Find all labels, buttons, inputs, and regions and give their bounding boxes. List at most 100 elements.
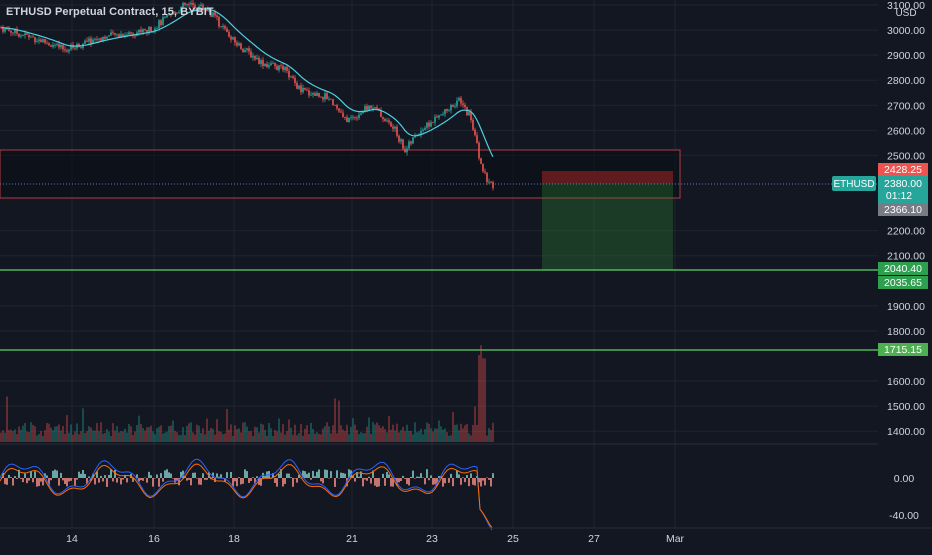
volume-bar: [92, 431, 94, 442]
candle-body: [234, 37, 236, 42]
price-tick-label: 2900.00: [887, 50, 925, 62]
volume-bar: [84, 433, 86, 442]
candle-body: [188, 4, 190, 5]
volume-bar: [450, 435, 452, 442]
volume-bar: [296, 435, 298, 442]
oscillator-bar: [68, 478, 70, 482]
volume-bar: [378, 425, 380, 442]
candle-body: [236, 43, 238, 46]
volume-bar: [400, 430, 402, 442]
oscillator-bar: [204, 478, 206, 480]
candle-body: [296, 83, 298, 89]
time-tick-label: 18: [228, 533, 240, 545]
candle-body: [228, 32, 230, 37]
volume-bar: [244, 422, 246, 442]
volume-bar: [42, 436, 44, 442]
candle-body: [264, 64, 266, 66]
price-tick-label: 2700.00: [887, 100, 925, 112]
candle-body: [424, 128, 426, 130]
volume-bar: [202, 428, 204, 442]
volume-bar: [72, 435, 74, 442]
candle-body: [46, 43, 48, 44]
volume-bar: [402, 427, 404, 442]
volume-bar: [264, 430, 266, 442]
volume-bar: [102, 434, 104, 442]
volume-bar: [282, 424, 284, 442]
volume-bar: [164, 433, 166, 442]
oscillator-bar: [256, 476, 258, 478]
volume-bar: [174, 431, 176, 442]
volume-bar: [208, 431, 210, 442]
oscillator-bar: [244, 469, 246, 478]
volume-bar: [480, 345, 482, 442]
volume-bar: [122, 431, 124, 442]
volume-bar: [88, 426, 90, 442]
candle-body: [398, 136, 400, 142]
volume-bar: [172, 420, 174, 442]
candle-body: [308, 90, 310, 95]
volume-bar: [484, 358, 486, 442]
oscillator-bar: [26, 478, 28, 483]
candle-body: [382, 117, 384, 119]
time-tick-label: 14: [66, 533, 78, 545]
volume-bar: [144, 431, 146, 442]
candle-body: [20, 35, 22, 36]
stop-price-label: 2428.25: [884, 164, 922, 176]
candle-body: [488, 182, 490, 183]
volume-bar: [294, 425, 296, 442]
oscillator-bar: [292, 478, 294, 487]
candle-body: [368, 106, 370, 110]
candle-body: [312, 93, 314, 94]
candle-body: [332, 99, 334, 105]
oscillator-bar: [190, 478, 192, 485]
oscillator-bar: [188, 478, 190, 480]
oscillator-bar: [360, 471, 362, 478]
oscillator-bar: [102, 478, 104, 481]
candle-body: [64, 49, 66, 50]
candle-body: [482, 164, 484, 171]
candle-body: [38, 40, 40, 42]
time-tick-label: 27: [588, 533, 600, 545]
oscillator-bar: [474, 478, 476, 486]
candle-body: [214, 12, 216, 15]
volume-bar: [344, 431, 346, 442]
candle-body: [108, 35, 110, 36]
volume-bar: [462, 428, 464, 442]
volume-bar: [354, 425, 356, 442]
candle-body: [66, 50, 68, 51]
volume-bar: [408, 431, 410, 442]
price-tick-label: 1600.00: [887, 376, 925, 388]
volume-bar: [242, 423, 244, 442]
volume-bar: [128, 424, 130, 442]
volume-bar: [478, 355, 480, 442]
volume-bar: [452, 412, 454, 442]
oscillator-bar: [366, 478, 368, 481]
price-tick-label: 1900.00: [887, 301, 925, 313]
volume-bar: [348, 434, 350, 442]
volume-bar: [342, 430, 344, 442]
volume-bar: [320, 434, 322, 442]
candle-body: [358, 115, 360, 118]
stop-zone[interactable]: [542, 171, 673, 184]
oscillator-bar: [162, 478, 164, 482]
target-zone[interactable]: [542, 184, 673, 270]
oscillator-bar: [464, 478, 466, 482]
cursor-price-label: 2366.10: [884, 204, 922, 216]
volume-bar: [236, 429, 238, 442]
candle-body: [88, 38, 90, 41]
volume-bar: [200, 433, 202, 442]
candle-body: [366, 106, 368, 110]
oscillator-bar: [314, 476, 316, 478]
volume-bar: [168, 426, 170, 442]
volume-bar: [306, 425, 308, 442]
oscillator-bar: [88, 476, 90, 478]
volume-bar: [112, 423, 114, 442]
oscillator-bar: [470, 473, 472, 478]
short-position-tool[interactable]: [542, 171, 673, 270]
volume-bar: [20, 430, 22, 442]
volume-bar: [488, 428, 490, 442]
volume-bar: [322, 429, 324, 442]
volume-bar: [136, 425, 138, 442]
